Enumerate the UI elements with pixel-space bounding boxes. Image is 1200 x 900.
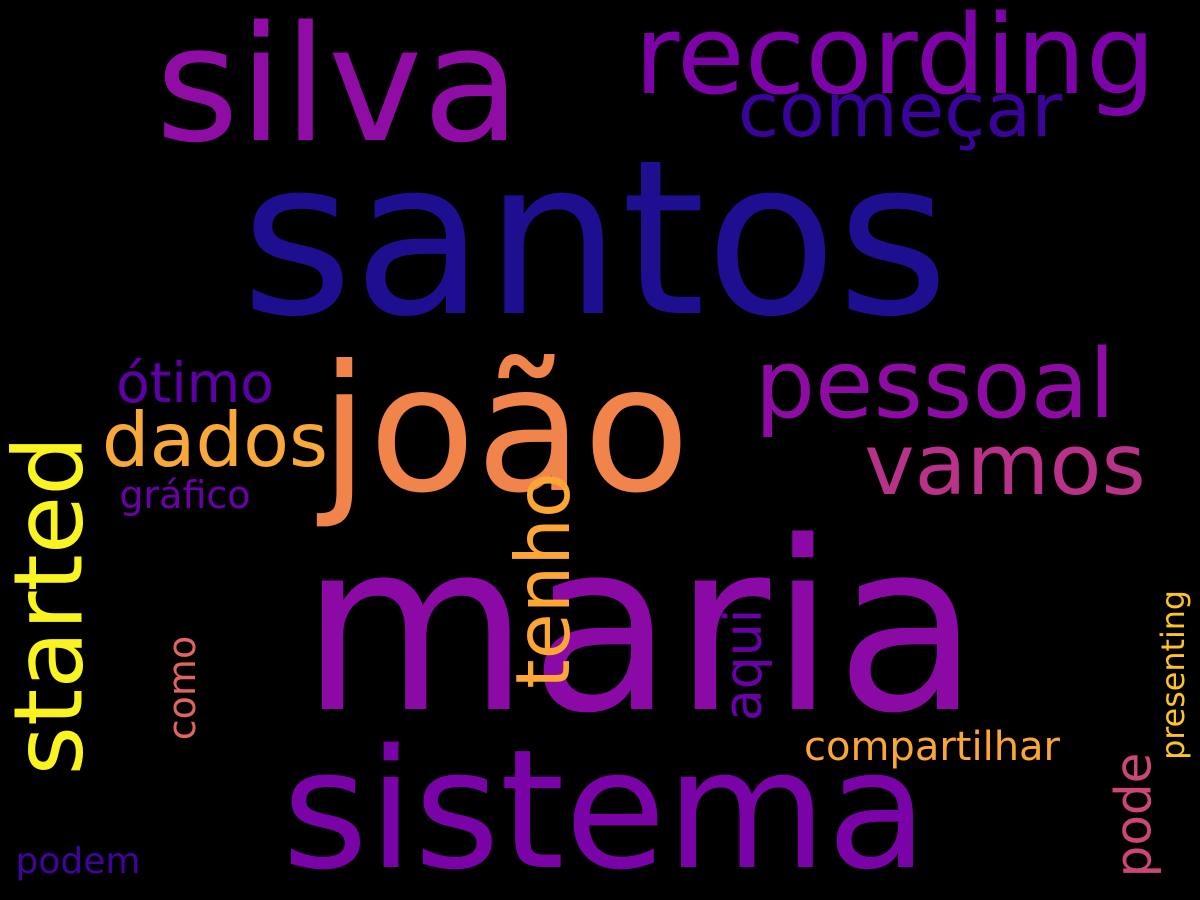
word-pessoal: pessoal [754,329,1116,440]
word-sistema: sistema [282,713,928,900]
word-compartilhar: compartilhar [804,724,1060,770]
word-otimo: ótimo [116,350,274,415]
word-comecar: começar [737,65,1063,154]
word-maria: maria [300,491,980,765]
word-como: como [159,635,204,741]
word-podem: podem [15,841,141,882]
word-pode: pode [1104,752,1162,878]
word-vamos: vamos [864,415,1146,515]
word-santos: santos [241,112,949,364]
word-recording: recording [634,0,1156,119]
word-presenting: presenting [1155,589,1193,761]
word-aqui: aqui [714,608,774,722]
word-silva: silva [155,0,521,178]
word-grafico: gráfico [119,473,251,517]
word-joao: joão [320,328,690,532]
word-started: started [0,434,105,776]
word-dados: dados [101,395,329,484]
word-tenho: tenho [498,471,587,689]
